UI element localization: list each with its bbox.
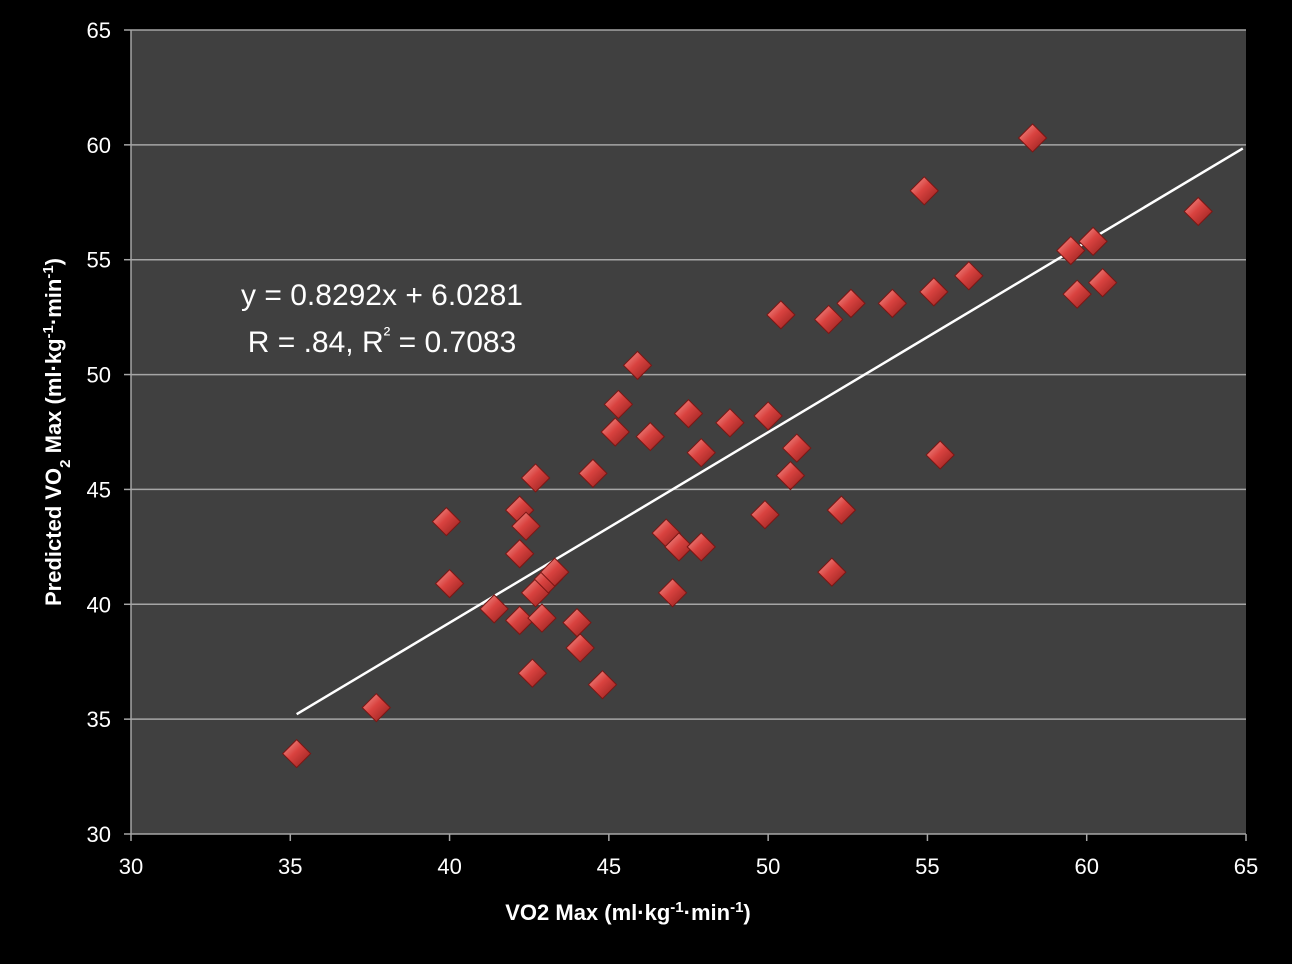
y-tick-label: 35 bbox=[87, 707, 111, 732]
y-axis-title: Predicted VO2 Max (ml·kg-1·min-1) bbox=[40, 258, 74, 606]
data-point bbox=[1062, 279, 1092, 309]
data-point bbox=[431, 506, 462, 537]
data-points bbox=[281, 123, 1213, 769]
gridlines bbox=[131, 29, 1246, 720]
data-point bbox=[511, 511, 541, 541]
data-point bbox=[657, 578, 688, 608]
data-point bbox=[753, 401, 783, 431]
data-point bbox=[539, 557, 570, 587]
data-point bbox=[517, 658, 548, 688]
data-point bbox=[715, 408, 745, 438]
data-point bbox=[826, 495, 857, 525]
data-point bbox=[622, 350, 653, 381]
x-tick-label: 55 bbox=[915, 854, 939, 879]
data-point bbox=[775, 460, 806, 491]
data-point bbox=[603, 389, 634, 420]
data-point bbox=[361, 692, 392, 723]
data-point bbox=[434, 568, 465, 599]
y-tick-label: 65 bbox=[87, 18, 111, 43]
data-point bbox=[1078, 226, 1108, 257]
plot-area bbox=[131, 30, 1246, 834]
data-point bbox=[686, 437, 716, 468]
data-point bbox=[813, 304, 844, 335]
data-point bbox=[479, 594, 509, 624]
r-squared-annotation: R = .84, R² = 0.7083 bbox=[248, 324, 517, 359]
data-point bbox=[817, 557, 847, 587]
data-point bbox=[578, 458, 608, 489]
x-tick-label: 50 bbox=[756, 854, 780, 879]
x-tick-label: 30 bbox=[119, 854, 143, 879]
y-tick-label: 55 bbox=[87, 248, 111, 273]
axes bbox=[130, 30, 1246, 835]
data-point bbox=[1087, 267, 1118, 298]
y-tick-label: 50 bbox=[87, 363, 111, 388]
y-tick-label: 60 bbox=[87, 133, 111, 158]
data-point bbox=[782, 433, 812, 463]
x-tick-label: 35 bbox=[278, 854, 302, 879]
data-point bbox=[527, 603, 557, 633]
data-point bbox=[686, 532, 716, 562]
data-point bbox=[673, 398, 704, 429]
data-point bbox=[587, 669, 618, 700]
equation-annotation: y = 0.8292x + 6.0281 bbox=[241, 279, 523, 312]
y-tick-labels: 30 35 40 45 50 55 60 65 bbox=[87, 18, 131, 847]
data-point bbox=[504, 605, 535, 636]
data-point bbox=[520, 463, 551, 493]
data-point bbox=[1056, 235, 1086, 266]
data-point bbox=[565, 633, 595, 663]
data-point bbox=[909, 176, 939, 206]
data-point bbox=[766, 300, 796, 330]
data-point bbox=[1183, 196, 1213, 227]
y-tick-label: 30 bbox=[87, 822, 111, 847]
x-axis-title: VO2 Max (ml·kg-1·min-1) bbox=[505, 899, 751, 926]
data-point bbox=[504, 539, 535, 569]
x-tick-label: 45 bbox=[597, 854, 621, 879]
data-point bbox=[836, 288, 866, 319]
data-point bbox=[877, 288, 908, 319]
x-tick-label: 65 bbox=[1234, 854, 1258, 879]
x-tick-label: 40 bbox=[437, 854, 461, 879]
y-tick-label: 40 bbox=[87, 592, 111, 617]
x-tick-label: 60 bbox=[1074, 854, 1098, 879]
data-point bbox=[750, 499, 780, 530]
data-point bbox=[600, 417, 630, 447]
data-point bbox=[281, 738, 312, 769]
data-point bbox=[919, 277, 949, 307]
data-point bbox=[664, 532, 694, 562]
data-point bbox=[925, 440, 955, 470]
data-point bbox=[635, 421, 665, 452]
data-point bbox=[1017, 123, 1048, 153]
x-tick-labels: 30 35 40 45 50 55 60 65 bbox=[119, 834, 1258, 879]
data-point bbox=[954, 261, 984, 291]
y-tick-label: 45 bbox=[87, 477, 111, 502]
